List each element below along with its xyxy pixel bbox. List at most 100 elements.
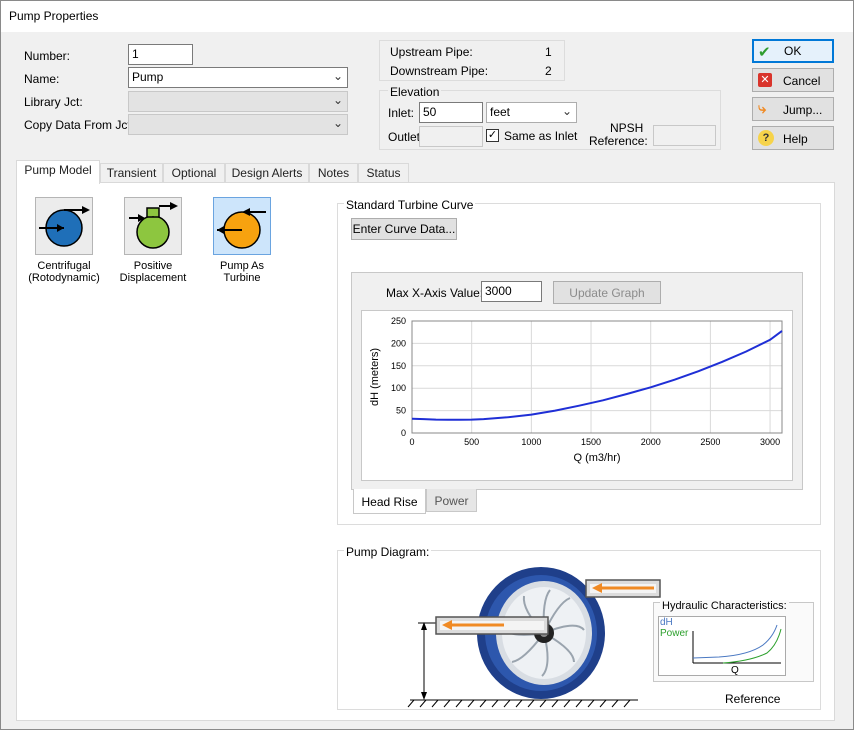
tab-pump-model[interactable]: Pump Model: [16, 160, 100, 184]
ok-label: OK: [784, 44, 802, 58]
centrifugal-line2: (Rotodynamic): [28, 272, 100, 284]
tab-design-alerts[interactable]: Design Alerts: [225, 163, 309, 183]
library-jct-label: Library Jct:: [24, 95, 83, 109]
npsh-reference-input[interactable]: [653, 125, 716, 146]
same-as-inlet-checkbox[interactable]: ✓: [486, 129, 499, 142]
outlet-label: Outlet:: [388, 130, 424, 144]
inlet-flow-arrow: [442, 620, 452, 630]
graph-tab-power[interactable]: Power: [426, 489, 477, 512]
upstream-pipe-label: Upstream Pipe:: [390, 45, 473, 59]
upstream-pipe-value: 1: [545, 45, 552, 59]
window-title: Pump Properties: [9, 9, 99, 23]
tab-notes[interactable]: Notes: [309, 163, 358, 183]
chevron-down-icon: ⌄: [332, 69, 343, 83]
tab-optional[interactable]: Optional: [163, 163, 225, 183]
pump-as-turbine-button[interactable]: [213, 197, 271, 255]
pump-diagram-illustration: [407, 567, 661, 708]
x-tick-label: 2500: [700, 437, 720, 447]
tab-optional-label: Optional: [171, 166, 217, 180]
y-axis-title: dH (meters): [369, 348, 381, 406]
enter-curve-data-button[interactable]: Enter Curve Data...: [351, 218, 457, 240]
turbine-curve-group: [337, 203, 821, 525]
pump-as-turbine-caption: Pump As Turbine: [201, 260, 283, 284]
max-x-axis-label: Max X-Axis Value:: [386, 286, 484, 300]
update-graph-button[interactable]: Update Graph: [553, 281, 661, 304]
x-tick-label: 3000: [760, 437, 780, 447]
inlet-unit-dropdown[interactable]: feet ⌄: [486, 102, 577, 123]
name-value: Pump: [132, 70, 164, 84]
turbine-curve-title: Standard Turbine Curve: [344, 198, 476, 212]
positive-displacement-caption: Positive Displacement: [112, 260, 194, 284]
y-tick-label: 150: [391, 361, 406, 371]
jump-button[interactable]: ⤷ Jump...: [752, 97, 834, 121]
copy-data-label: Copy Data From Jct...: [24, 118, 141, 132]
outlet-elevation-input[interactable]: [419, 126, 483, 147]
library-jct-dropdown[interactable]: ⌄: [128, 91, 348, 112]
inlet-label: Inlet:: [388, 106, 415, 120]
head-rise-series-line: [411, 330, 783, 421]
name-label: Name:: [24, 72, 60, 86]
inlet-unit-value: feet: [490, 105, 511, 119]
cancel-button[interactable]: ✕ Cancel: [752, 68, 834, 92]
hydraulic-characteristics-box: Hydraulic Characteristics: dH Power Q: [653, 600, 814, 682]
inlet-elevation-input[interactable]: 50: [419, 102, 483, 123]
elevation-title: Elevation: [388, 85, 442, 99]
number-label: Number:: [24, 49, 71, 63]
positive-displacement-line2: Displacement: [119, 272, 187, 284]
graph-frame: Max X-Axis Value: 3000 Update Graph 0 500…: [351, 272, 803, 490]
graph-tab-head-rise[interactable]: Head Rise: [353, 489, 426, 514]
centrifugal-pump-button[interactable]: [35, 197, 93, 255]
ground-hatch: [407, 699, 631, 708]
help-icon: ?: [758, 130, 774, 146]
outlet-flow-arrow: [592, 583, 602, 593]
chevron-down-icon: ⌄: [332, 116, 343, 130]
pipes-group: [379, 40, 565, 81]
elevation-group: [379, 90, 721, 150]
y-tick-label: 50: [396, 406, 406, 416]
power-legend-label: Power: [660, 628, 689, 639]
positive-displacement-pump-button[interactable]: [124, 197, 182, 255]
copy-data-dropdown[interactable]: ⌄: [128, 114, 348, 135]
centrifugal-line1: Centrifugal: [37, 260, 91, 272]
tab-transient-label: Transient: [106, 166, 157, 180]
close-icon: ✕: [758, 73, 772, 87]
hydraulic-characteristics-title: Hydraulic Characteristics:: [660, 600, 789, 612]
downstream-pipe-label: Downstream Pipe:: [390, 64, 489, 78]
tab-notes-label: Notes: [317, 166, 350, 180]
tab-status-label: Status: [366, 166, 401, 180]
hydraulic-mini-curves: [692, 624, 782, 664]
x-tick-label: 1000: [521, 437, 541, 447]
pump-diagram-group: [337, 550, 821, 710]
name-dropdown[interactable]: Pump ⌄: [128, 67, 348, 88]
cancel-label: Cancel: [783, 74, 821, 88]
graph-tab-head-rise-label: Head Rise: [361, 495, 418, 509]
max-x-axis-input[interactable]: 3000: [481, 281, 542, 302]
head-rise-chart: 0 500 1000 1500 2000 2500 3000 0 50 100 150 200 250 Q…: [369, 316, 783, 464]
hydraulic-mini-chart: dH Power Q: [658, 616, 786, 676]
number-input[interactable]: 1: [128, 44, 193, 65]
help-label: Help: [783, 132, 808, 146]
centrifugal-pump-icon: [39, 206, 90, 247]
positive-displacement-pump-icon: [129, 202, 178, 249]
ok-button[interactable]: ✔ OK: [752, 39, 834, 63]
pump-diagram-title: Pump Diagram:: [344, 545, 432, 559]
dh-legend-label: dH: [660, 617, 673, 628]
pump-as-turbine-icon: [217, 208, 266, 249]
checkmark-icon: ✔: [758, 44, 771, 61]
reference-label: Reference: [725, 692, 781, 706]
pump-model-panel: Centrifugal (Rotodynamic) Positive Displ…: [16, 182, 835, 721]
same-as-inlet-label: Same as Inlet: [504, 129, 578, 143]
centrifugal-caption: Centrifugal (Rotodynamic): [23, 260, 105, 284]
y-tick-label: 200: [391, 338, 406, 348]
tab-status[interactable]: Status: [358, 163, 409, 183]
tab-transient[interactable]: Transient: [100, 163, 163, 183]
help-button[interactable]: ? Help: [752, 126, 834, 150]
jump-arrow-icon: ⤷: [758, 100, 767, 117]
pump-as-turbine-line1: Pump As: [219, 260, 265, 272]
chart-area: 0 500 1000 1500 2000 2500 3000 0 50 100 150 200 250 Q…: [361, 310, 793, 481]
jump-label: Jump...: [783, 103, 823, 117]
y-tick-label: 0: [401, 428, 406, 438]
plot-area: [411, 320, 783, 434]
title-bar: Pump Properties: [1, 1, 853, 32]
